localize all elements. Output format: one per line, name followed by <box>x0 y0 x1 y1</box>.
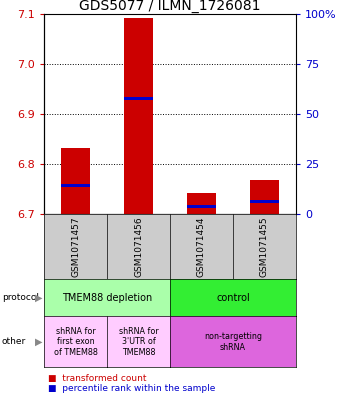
Bar <box>250 180 278 214</box>
Text: control: control <box>216 293 250 303</box>
Bar <box>187 205 216 208</box>
Text: ▶: ▶ <box>35 337 43 347</box>
Bar <box>62 147 90 214</box>
Text: shRNA for
first exon
of TMEM88: shRNA for first exon of TMEM88 <box>54 327 98 357</box>
Bar <box>124 18 153 214</box>
Text: other: other <box>2 338 26 346</box>
Bar <box>187 193 216 214</box>
Bar <box>250 200 278 203</box>
Bar <box>62 184 90 187</box>
Text: shRNA for
3'UTR of
TMEM88: shRNA for 3'UTR of TMEM88 <box>119 327 158 357</box>
Text: ■  transformed count: ■ transformed count <box>48 374 146 382</box>
Text: protocol: protocol <box>2 293 39 302</box>
Text: non-targetting
shRNA: non-targetting shRNA <box>204 332 262 352</box>
Text: ■  percentile rank within the sample: ■ percentile rank within the sample <box>48 384 215 393</box>
Text: ▶: ▶ <box>35 293 43 303</box>
Text: GSM1071455: GSM1071455 <box>260 216 269 277</box>
Text: GSM1071454: GSM1071454 <box>197 217 206 277</box>
Text: GSM1071457: GSM1071457 <box>71 216 80 277</box>
Text: TMEM88 depletion: TMEM88 depletion <box>62 293 152 303</box>
Text: GSM1071456: GSM1071456 <box>134 216 143 277</box>
Bar <box>124 97 153 100</box>
Title: GDS5077 / ILMN_1726081: GDS5077 / ILMN_1726081 <box>79 0 261 13</box>
